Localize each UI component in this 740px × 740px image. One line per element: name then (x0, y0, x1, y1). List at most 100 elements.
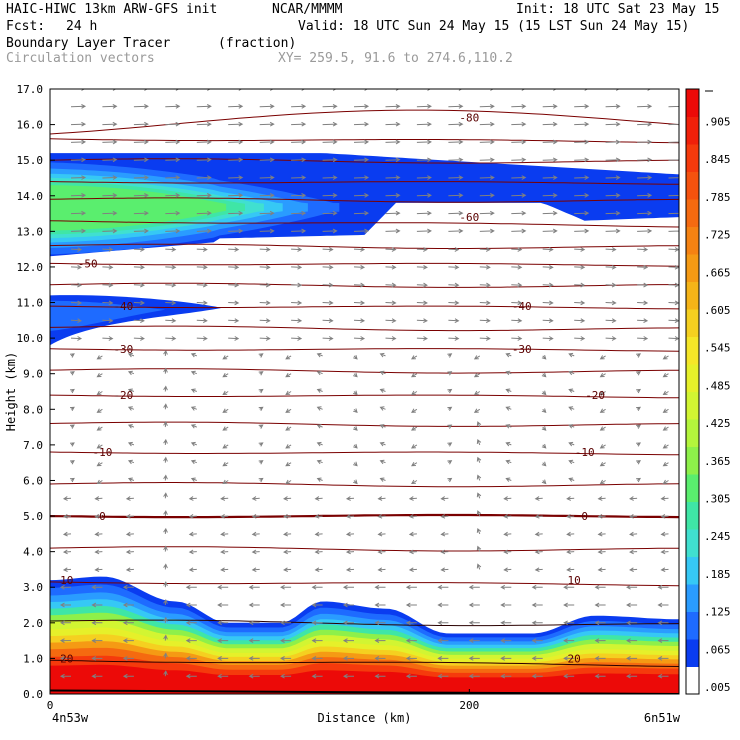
wind-vector (96, 373, 103, 378)
contour-line (50, 325, 679, 332)
contour-line (50, 482, 679, 488)
wind-vector (228, 282, 240, 288)
wind-vector (353, 228, 370, 234)
wind-vector (626, 620, 638, 626)
wind-vector (163, 510, 168, 517)
wind-vector (102, 282, 114, 288)
wind-vector (345, 496, 355, 501)
wind-vector (259, 157, 275, 163)
contour-label: 20 (568, 652, 581, 665)
wind-vector (531, 673, 543, 679)
colorbar-label: .365 (704, 455, 731, 468)
wind-vector (196, 104, 212, 109)
wind-vector (511, 175, 527, 180)
colorbar-swatch (686, 446, 699, 475)
wind-vector (190, 370, 197, 376)
wind-vector (322, 193, 338, 198)
wind-vector (541, 390, 547, 396)
wind-vector (574, 247, 586, 252)
wind-vector (322, 175, 338, 180)
wind-vector (448, 193, 464, 198)
wind-vector (228, 121, 244, 127)
wind-vector (605, 247, 617, 252)
x-tick-label: 0 (47, 699, 54, 712)
wind-vector (291, 318, 303, 324)
wind-vector (408, 496, 417, 501)
wind-vector (96, 426, 103, 431)
wind-vector (405, 584, 417, 590)
wind-vector (374, 638, 386, 643)
contour-line (50, 220, 679, 228)
wind-vector (259, 104, 275, 109)
wind-vector (447, 406, 453, 412)
y-tick-label: 4.0 (23, 546, 43, 559)
wind-vector (228, 228, 244, 234)
contour-line (50, 305, 679, 310)
wind-vector (662, 479, 669, 485)
wind-vector (316, 477, 323, 482)
wind-vector (637, 89, 652, 91)
wind-vector (228, 104, 244, 109)
wind-vector (637, 210, 653, 216)
wind-vector (468, 656, 480, 661)
wind-vector (322, 89, 337, 91)
wind-vector (316, 352, 323, 358)
wind-vector (217, 620, 229, 626)
wind-vector (283, 513, 292, 519)
wind-vector (353, 390, 358, 396)
wind-vector (258, 442, 264, 447)
wind-vector (62, 531, 72, 537)
wind-vector (500, 673, 512, 679)
wind-vector (314, 496, 323, 501)
wind-vector (345, 549, 355, 555)
wind-vector (541, 461, 547, 467)
wind-vector (542, 228, 558, 234)
wind-vector (566, 549, 575, 555)
wind-vector (468, 602, 480, 608)
colorbar-label: .665 (704, 266, 731, 279)
wind-vector (500, 584, 512, 590)
wind-vector (574, 157, 590, 163)
wind-vector (408, 549, 417, 555)
y-tick-label: 7.0 (23, 439, 43, 452)
wind-vector (228, 318, 240, 324)
wind-vector (217, 638, 229, 643)
wind-vector (416, 104, 432, 109)
contour-line (50, 138, 679, 144)
wind-vector (416, 300, 428, 306)
wind-vector (448, 247, 460, 252)
wind-vector (196, 247, 208, 252)
contour-labels: 0 0 -10 -10 -20 -20 -30 -30 -40 -40 -50 -60 -80 10 10 2… (60, 111, 605, 665)
colorbar-swatch (686, 336, 699, 365)
wind-vector (188, 531, 197, 537)
wind-vector (59, 620, 71, 626)
wind-vector (259, 228, 275, 234)
wind-vector (448, 336, 460, 341)
wind-vector (70, 318, 83, 324)
y-tick-label: 12.0 (17, 261, 44, 274)
wind-vector (165, 318, 177, 324)
x-axis: 0 200 4n53w 6n51w Distance (km) (47, 689, 681, 725)
wind-vector (353, 300, 366, 306)
wind-vector (668, 193, 679, 198)
wind-vector (133, 247, 145, 252)
wind-vector (637, 157, 653, 163)
wind-vector (353, 443, 358, 449)
wind-vector (251, 567, 260, 573)
wind-vector (668, 318, 679, 324)
wind-vector (503, 567, 512, 573)
wind-vector (385, 157, 401, 163)
wind-vector (541, 479, 547, 485)
colorbar-label: .485 (704, 379, 731, 392)
y-tick-label: 16.0 (17, 119, 44, 132)
wind-vector (222, 426, 229, 431)
wind-vector (385, 264, 397, 270)
wind-vector (385, 210, 401, 216)
wind-vector (534, 531, 543, 537)
wind-vector (217, 673, 229, 679)
wind-vector (503, 513, 512, 519)
wind-vector (511, 104, 527, 109)
wind-vector (408, 567, 417, 573)
wind-vector (196, 336, 208, 341)
wind-vector (605, 210, 621, 216)
